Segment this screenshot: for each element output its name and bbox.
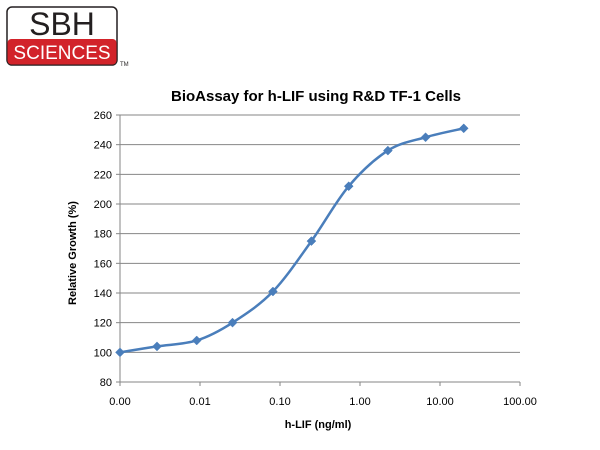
y-tick-label: 240 [94, 140, 112, 152]
chart-title: BioAssay for h-LIF using R&D TF-1 Cells [171, 88, 461, 105]
x-axis-title: h-LIF (ng/ml) [285, 419, 352, 431]
y-tick-labels: 80 100 120 140 160 180 200 220 240 260 [94, 110, 112, 389]
data-point-marker [152, 341, 162, 352]
data-point-marker [343, 181, 354, 192]
x-tick-label: 0.01 [189, 396, 210, 408]
y-tick-label: 220 [94, 169, 112, 181]
sbh-sciences-logo: SBH SCIENCES TM [6, 6, 129, 68]
data-point-marker [268, 286, 278, 297]
y-tick-label: 140 [94, 288, 112, 300]
data-point-marker [383, 145, 393, 156]
logo-red-band [7, 39, 117, 65]
y-tick-label: 120 [94, 318, 112, 330]
logo-sciences-text: SCIENCES [13, 43, 110, 64]
grid [120, 114, 520, 353]
data-point-marker [420, 132, 431, 143]
x-tick-label: 0.00 [109, 396, 130, 408]
axes [116, 114, 521, 386]
x-tick-label: 0.10 [269, 396, 290, 408]
y-tick-label: 160 [94, 258, 112, 270]
x-tick-label: 10.00 [426, 396, 454, 408]
y-tick-label: 180 [94, 229, 112, 241]
logo-sbh-text: SBH [29, 6, 95, 42]
x-tick-label: 100.00 [503, 396, 537, 408]
data-point-marker [115, 347, 125, 358]
y-tick-label: 100 [94, 347, 112, 359]
series [115, 123, 469, 358]
series-line [119, 127, 465, 354]
x-tick-labels: 0.00 0.01 0.10 1.00 10.00 100.00 [109, 396, 537, 408]
data-point-marker [458, 123, 469, 134]
y-tick-label: 260 [94, 110, 112, 122]
y-tick-label: 80 [100, 377, 112, 389]
y-tick-label: 200 [94, 199, 112, 211]
y-axis-title: Relative Growth (%) [67, 201, 79, 305]
data-point-marker [227, 317, 238, 328]
logo-tm-text: TM [120, 62, 129, 68]
data-point-marker [306, 236, 317, 246]
x-tick-label: 1.00 [349, 396, 370, 408]
data-point-marker [191, 335, 202, 346]
